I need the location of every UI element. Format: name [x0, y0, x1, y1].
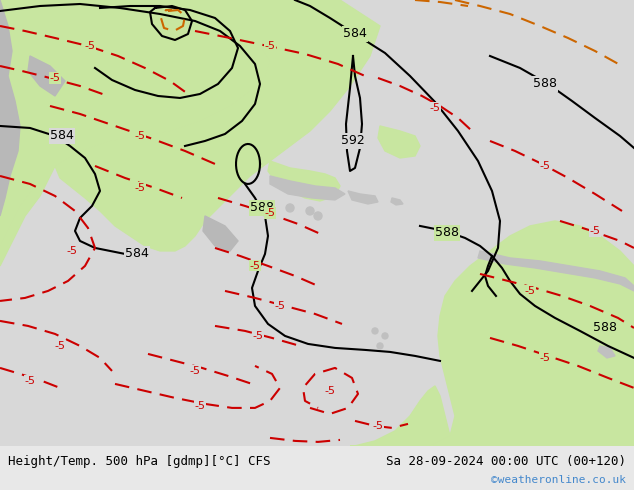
Polygon shape: [430, 221, 634, 446]
Polygon shape: [270, 176, 345, 200]
Text: -5: -5: [524, 286, 536, 296]
Text: -5: -5: [540, 161, 550, 171]
Text: -5: -5: [55, 341, 65, 351]
Text: 588: 588: [533, 77, 557, 91]
Text: 588: 588: [250, 201, 274, 215]
Text: ©weatheronline.co.uk: ©weatheronline.co.uk: [491, 475, 626, 485]
Polygon shape: [203, 216, 238, 251]
Polygon shape: [0, 166, 55, 266]
Polygon shape: [478, 251, 634, 291]
Text: -5: -5: [190, 366, 200, 376]
Text: -5: -5: [67, 246, 77, 256]
Polygon shape: [350, 386, 450, 446]
Text: -5: -5: [264, 41, 276, 51]
Polygon shape: [391, 198, 403, 205]
Circle shape: [377, 343, 383, 349]
Text: -5: -5: [250, 261, 261, 271]
Text: -5: -5: [134, 183, 145, 193]
Text: 588: 588: [593, 321, 617, 335]
Text: 584: 584: [343, 27, 367, 41]
Text: -5: -5: [49, 73, 60, 83]
Circle shape: [382, 333, 388, 339]
Text: -5: -5: [264, 208, 276, 218]
Polygon shape: [598, 346, 615, 358]
Text: Sa 28-09-2024 00:00 UTC (00+120): Sa 28-09-2024 00:00 UTC (00+120): [386, 455, 626, 468]
Text: Height/Temp. 500 hPa [gdmp][°C] CFS: Height/Temp. 500 hPa [gdmp][°C] CFS: [8, 455, 271, 468]
Polygon shape: [55, 0, 380, 251]
Text: -5: -5: [275, 301, 285, 311]
Text: 592: 592: [341, 134, 365, 147]
Text: -5: -5: [429, 103, 441, 113]
Polygon shape: [0, 0, 270, 246]
Text: 588: 588: [435, 226, 459, 240]
Text: -5: -5: [252, 331, 264, 341]
Circle shape: [306, 207, 314, 215]
Text: -5: -5: [325, 386, 335, 396]
Text: -5: -5: [25, 376, 36, 386]
Circle shape: [314, 212, 322, 220]
Polygon shape: [378, 126, 420, 158]
Text: -5: -5: [540, 353, 550, 363]
Text: -5: -5: [195, 401, 205, 411]
Text: -5: -5: [134, 131, 145, 141]
Polygon shape: [28, 56, 65, 96]
Polygon shape: [0, 0, 20, 216]
Text: -5: -5: [590, 226, 600, 236]
Text: 584: 584: [50, 129, 74, 143]
Text: 584: 584: [125, 247, 149, 261]
Polygon shape: [268, 161, 340, 201]
Circle shape: [286, 204, 294, 212]
Circle shape: [372, 328, 378, 334]
Text: -5: -5: [373, 421, 384, 431]
Polygon shape: [348, 191, 378, 204]
Text: -5: -5: [84, 41, 96, 51]
